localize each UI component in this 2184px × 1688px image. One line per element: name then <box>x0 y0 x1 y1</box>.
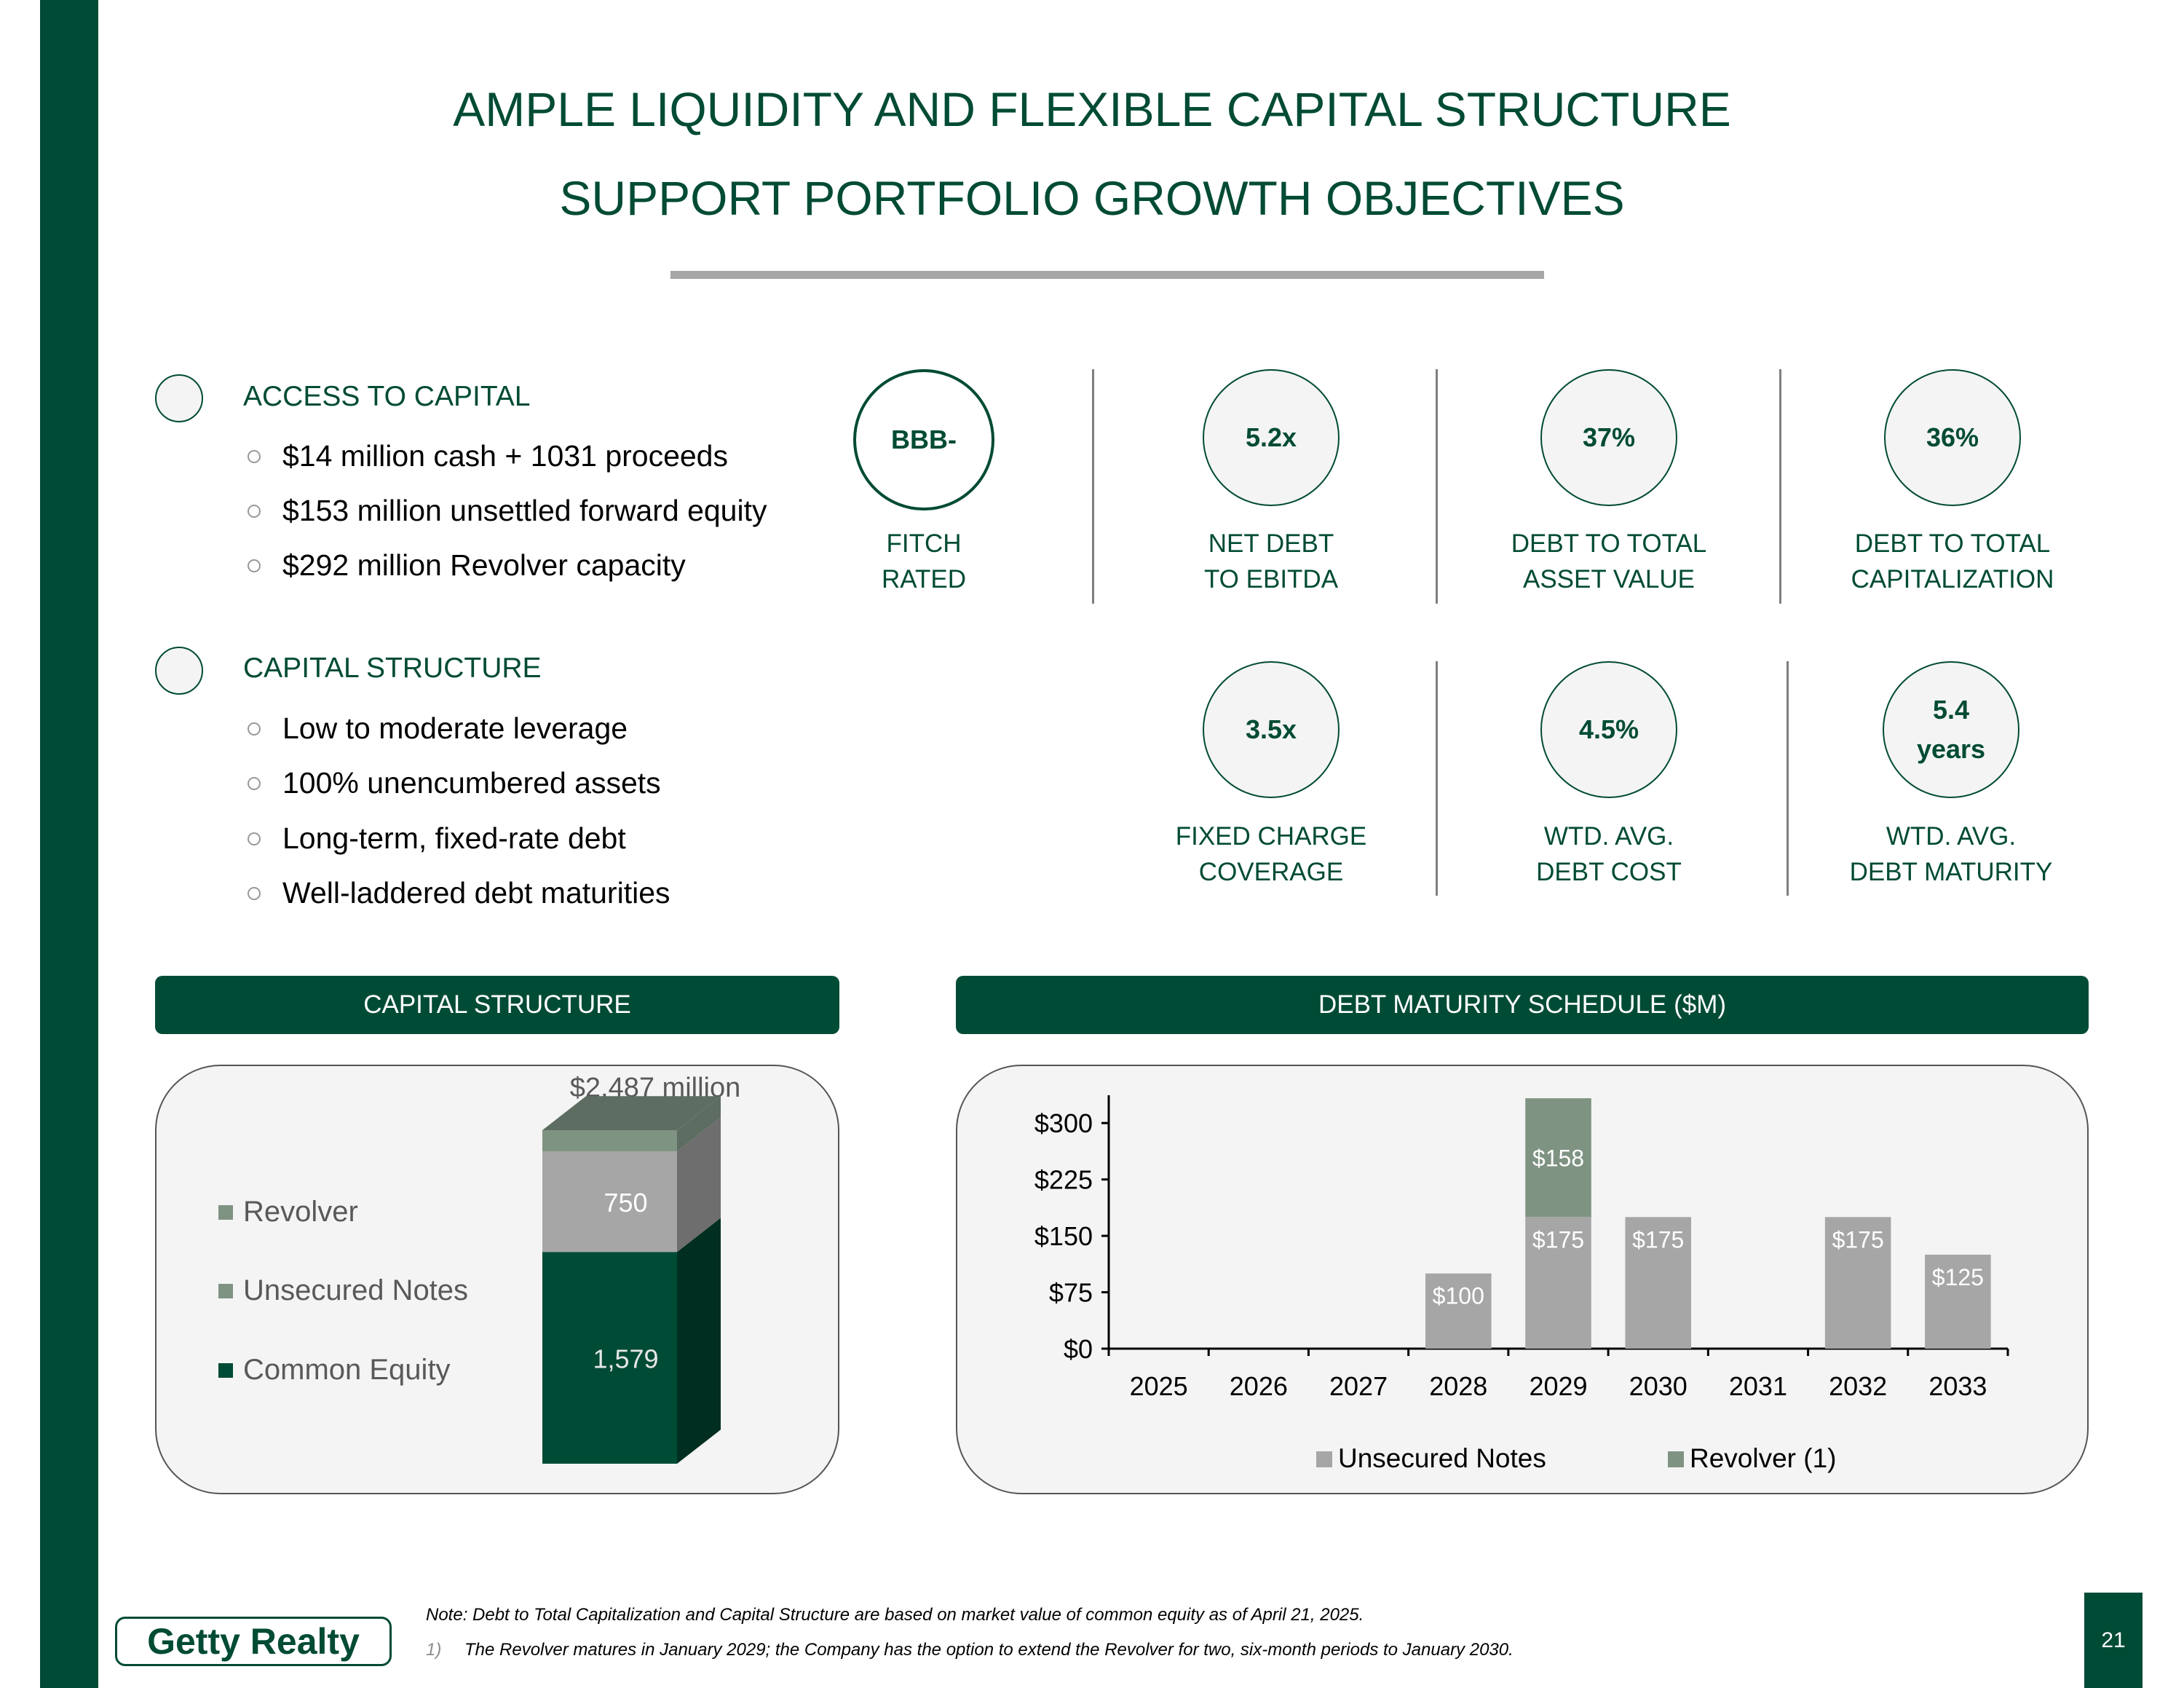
metric-debt-cap-label: DEBT TO TOTAL CAPITALIZATION <box>1851 529 2054 593</box>
legend-swatch <box>1316 1451 1332 1467</box>
metric-fitch-rating-circle: BBB- <box>853 369 994 510</box>
unsecured-notes-bar <box>1824 1217 1891 1349</box>
unsecured-notes-bar <box>1925 1254 1991 1349</box>
x-tick-label: 2026 <box>1230 1371 1288 1401</box>
y-tick-label: $225 <box>1034 1165 1093 1195</box>
legend-swatch <box>218 1283 233 1298</box>
debt-maturity-panel <box>956 1065 2089 1494</box>
metric-fitch-label: FITCH RATED <box>881 529 967 593</box>
access-section-icon <box>155 374 203 422</box>
metric-debt-maturity-circle: 5.4 years <box>1883 661 2019 798</box>
metric-debt-cap-circle: 36% <box>1884 369 2021 506</box>
capital-bar-label: 750 <box>604 1188 647 1218</box>
debt-maturity-chart: $0 $75 $150 $225 $300 2025 2026 2027 2028 2029 203… <box>1034 1095 2009 1473</box>
legend-common-equity: Common Equity <box>218 1354 451 1387</box>
unsecured-notes-bar <box>1625 1217 1692 1349</box>
capital-bar-side <box>677 1117 721 1253</box>
access-bullet: $292 million Revolver capacity <box>248 548 686 583</box>
capital-bar-side <box>677 1096 721 1152</box>
footer-note: Note: Debt to Total Capitalization and C… <box>426 1605 1364 1625</box>
x-tick-label: 2033 <box>1928 1371 1987 1401</box>
metric-divider <box>1779 369 1781 604</box>
page-title-line-2: SUPPORT PORTFOLIO GROWTH OBJECTIVES <box>559 171 1625 225</box>
capital-bar-segment <box>542 1252 677 1464</box>
footnote-text: The Revolver matures in January 2029; th… <box>464 1640 1514 1660</box>
capital-structure-panel <box>155 1065 839 1494</box>
y-tick-label: $300 <box>1034 1108 1093 1138</box>
legend-revolver: Revolver (1) <box>1690 1443 1837 1473</box>
x-tick-label: 2028 <box>1429 1371 1487 1401</box>
metric-debt-asset-circle: 37% <box>1540 369 1677 506</box>
metric-debt-cost-circle: 4.5% <box>1540 661 1677 798</box>
bar-data-label: $100 <box>1433 1283 1484 1309</box>
structure-bullet: Well-laddered debt maturities <box>248 876 670 910</box>
legend-revolver: Revolver <box>218 1196 358 1228</box>
access-bullet: $153 million unsettled forward equity <box>248 494 767 528</box>
metric-debt-maturity-label: WTD. AVG. DEBT MATURITY <box>1849 822 2053 886</box>
metric-net-debt-ebitda-label: NET DEBT TO EBITDA <box>1203 529 1339 593</box>
structure-bullet: 100% unencumbered assets <box>248 766 661 800</box>
metric-divider <box>1092 369 1094 604</box>
metric-divider <box>1787 661 1789 896</box>
capital-bar-segment <box>542 1151 677 1253</box>
metric-fixed-charge-label: FIXED CHARGE COVERAGE <box>1175 822 1367 886</box>
bullet-icon <box>248 722 261 735</box>
y-tick-label: $0 <box>1064 1334 1093 1364</box>
x-tick-label: 2025 <box>1130 1371 1188 1401</box>
legend-swatch <box>218 1204 233 1220</box>
bar-data-label: $125 <box>1932 1264 1984 1290</box>
structure-bullet: Low to moderate leverage <box>248 711 628 746</box>
footnote-number: 1) <box>426 1640 442 1660</box>
bar-data-label: $175 <box>1832 1226 1884 1253</box>
x-tick-label: 2029 <box>1529 1371 1587 1401</box>
bullet-icon <box>248 832 261 845</box>
structure-bullet: Long-term, fixed-rate debt <box>248 821 626 856</box>
x-tick-label: 2030 <box>1629 1371 1688 1401</box>
bar-data-label: $158 <box>1532 1145 1584 1172</box>
legend-unsecured-notes: Unsecured Notes <box>1338 1443 1546 1473</box>
structure-section-icon <box>155 647 203 695</box>
legend-swatch <box>1668 1451 1684 1467</box>
bullet-icon <box>248 504 261 518</box>
x-tick-label: 2032 <box>1829 1371 1887 1401</box>
getty-realty-logo: Getty Realty <box>115 1617 392 1666</box>
metric-net-debt-ebitda-circle: 5.2x <box>1203 369 1340 506</box>
capital-structure-chart: $2,487 million 1,579750158 <box>542 1073 740 1464</box>
access-bullet: $14 million cash + 1031 proceeds <box>248 439 728 473</box>
x-tick-label: 2027 <box>1329 1371 1388 1401</box>
revolver-bar <box>1525 1098 1591 1218</box>
y-tick-label: $75 <box>1049 1278 1093 1308</box>
page-number: 21 <box>2084 1593 2143 1688</box>
y-tick-label: $150 <box>1034 1221 1093 1251</box>
bar-data-label: $175 <box>1632 1226 1684 1253</box>
metric-divider <box>1436 369 1438 604</box>
unsecured-notes-bar <box>1425 1273 1492 1349</box>
metric-fixed-charge-circle: 3.5x <box>1203 661 1340 798</box>
bullet-icon <box>248 559 261 572</box>
page-title-line-1: AMPLE LIQUIDITY AND FLEXIBLE CAPITAL STR… <box>453 82 1731 136</box>
x-tick-label: 2031 <box>1729 1371 1787 1401</box>
legend-unsecured-notes: Unsecured Notes <box>218 1274 468 1307</box>
structure-heading: CAPITAL STRUCTURE <box>243 652 542 684</box>
bar-data-label: $175 <box>1532 1226 1584 1253</box>
title-divider <box>670 271 1544 279</box>
metric-divider <box>1436 661 1438 896</box>
bullet-icon <box>248 886 261 900</box>
debt-maturity-header: DEBT MATURITY SCHEDULE ($M) <box>956 976 2089 1034</box>
unsecured-notes-bar <box>1525 1217 1591 1349</box>
metric-debt-cost-label: WTD. AVG. DEBT COST <box>1536 822 1682 886</box>
left-accent-bar <box>40 0 98 1688</box>
capital-bar-top <box>542 1096 721 1130</box>
capital-bar-label: 1,579 <box>593 1344 658 1374</box>
metric-debt-asset-label: DEBT TO TOTAL ASSET VALUE <box>1511 529 1707 593</box>
capital-bar-side <box>677 1218 721 1464</box>
capital-structure-header: CAPITAL STRUCTURE <box>155 976 839 1034</box>
bullet-icon <box>248 776 261 790</box>
bullet-icon <box>248 449 261 463</box>
legend-swatch <box>218 1362 233 1378</box>
access-heading: ACCESS TO CAPITAL <box>243 381 531 412</box>
capital-bar-segment <box>542 1130 677 1152</box>
